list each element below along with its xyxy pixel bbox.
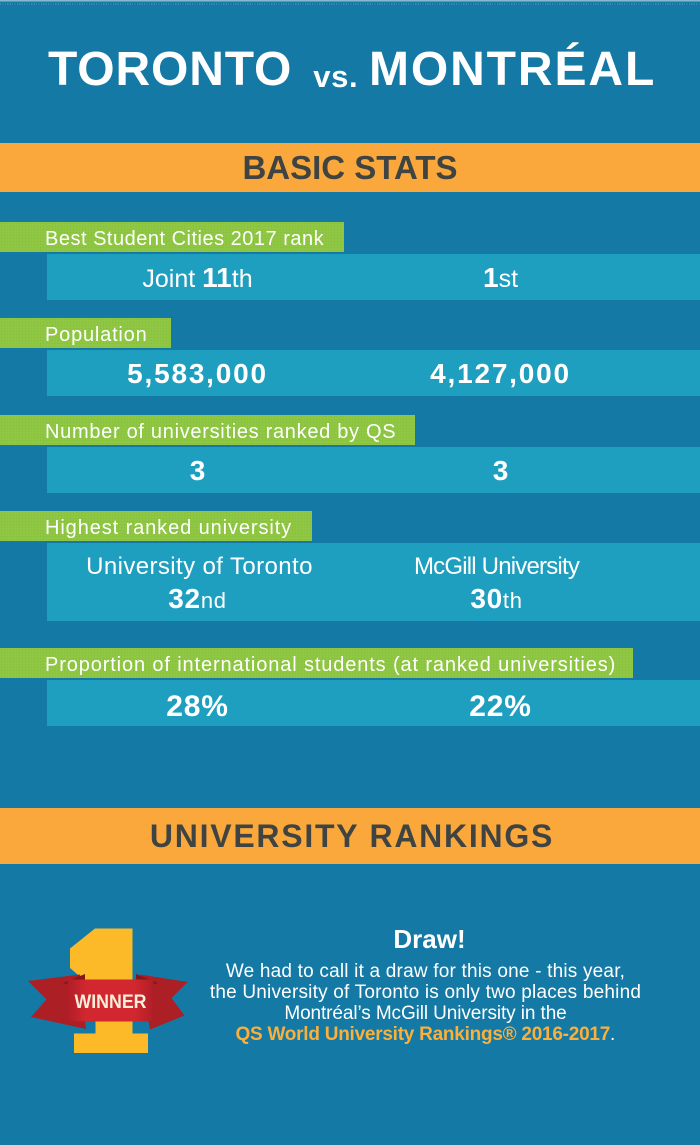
svg-text:WINNER: WINNER [75,992,147,1013]
